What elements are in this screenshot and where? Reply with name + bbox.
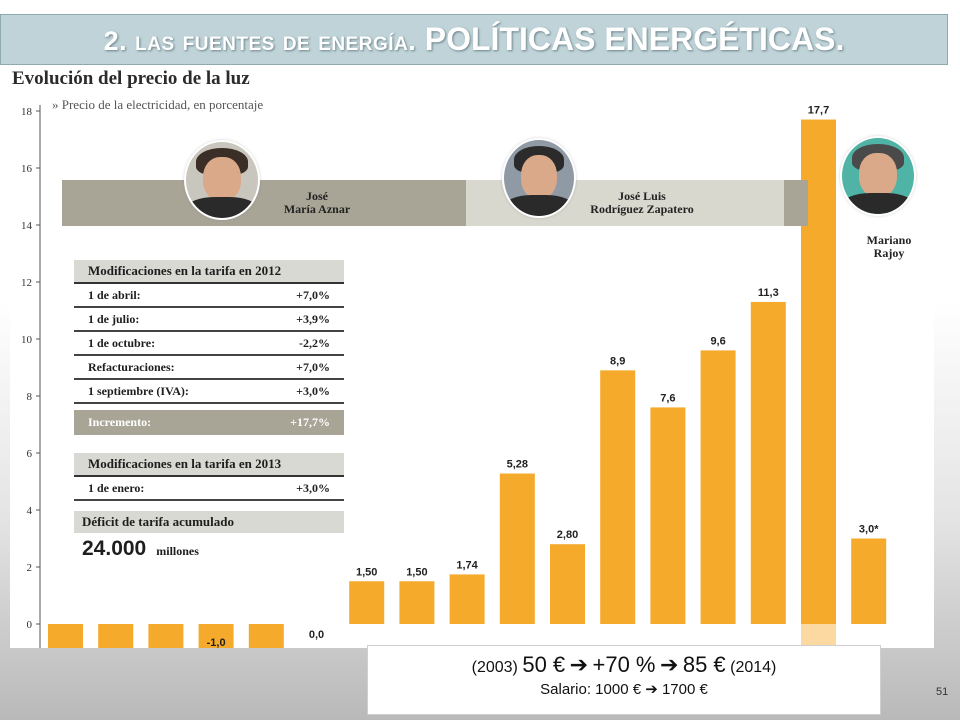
chart-canvas: 0 2 4 6 8 10 12 14 16 18 -1,0 0,0 1,50 1,50 1,74 5,28 2,… [21, 105, 887, 648]
era-band-rajoy [784, 180, 808, 226]
bar-value-label: 17,7 [808, 105, 829, 117]
arrow-icon: ➔ [659, 652, 679, 677]
slide-title-prefix: 2. las fuentes de energía. [103, 26, 417, 56]
price-summary-box: (2003) 50 € ➔ +70 % ➔ 85 € (2014) Salari… [367, 645, 881, 715]
row-label: Refacturaciones: [88, 360, 175, 374]
salary-end: 1700 € [661, 681, 708, 698]
total-label: Incremento: [88, 415, 152, 429]
bar [399, 581, 435, 624]
table-2012-header: Modificaciones en la tarifa en 2012 [74, 260, 344, 284]
bar [449, 574, 485, 624]
y-tick-label: 8 [27, 391, 33, 403]
table-row: 1 de julio: +3,9% [74, 308, 344, 332]
deficit-number: 24.000 [82, 537, 147, 560]
price-start: 50 € [522, 652, 566, 677]
table-2012-total: Incremento: +17,7% [74, 410, 344, 435]
y-tick-label: 6 [27, 448, 33, 460]
bar [198, 624, 234, 648]
row-value: +7,0% [296, 288, 330, 302]
bar [550, 544, 585, 624]
page-number: 51 [936, 686, 949, 698]
row-label: 1 de octubre: [88, 336, 156, 350]
y-tick-label: 10 [21, 334, 33, 346]
deficit-unit: millones [156, 544, 199, 558]
y-tick-label: 14 [21, 220, 33, 232]
bar [499, 473, 535, 624]
zapatero-portrait [504, 140, 574, 216]
y-tick-label: 0 [27, 619, 33, 631]
arrow-icon: ➔ [569, 652, 589, 677]
slide-title-main: POLÍTICAS ENERGÉTICAS. [424, 21, 845, 57]
y-tick-label: 4 [27, 505, 33, 517]
bar-value-label: 11,3 [758, 287, 779, 299]
bar-value-label: 3,0* [859, 524, 879, 536]
y-tick-label: 2 [27, 562, 33, 574]
bar-value-label: 1,74 [456, 559, 478, 571]
bar-value-label: -1,0 [207, 637, 226, 648]
row-value: -2,2% [299, 336, 330, 350]
table-row: 1 de octubre: -2,2% [74, 332, 344, 356]
price-chart-figure: 0 2 4 6 8 10 12 14 16 18 -1,0 0,0 1,50 1,50 1,74 5,28 2,… [10, 68, 934, 648]
chart-title: Evolución del precio de la luz [12, 68, 250, 89]
bar [48, 624, 83, 648]
deficit-header: Déficit de tarifa acumulado [74, 511, 344, 533]
row-value: +3,0% [296, 481, 330, 495]
row-label: 1 septiembre (IVA): [88, 384, 189, 398]
bar-value-label: 2,80 [557, 529, 578, 541]
table-row: 1 septiembre (IVA): +3,0% [74, 380, 344, 404]
salary-start: Salario: 1000 € [540, 681, 642, 698]
y-tick-label: 16 [21, 163, 33, 175]
bar-value-label: 5,28 [507, 459, 528, 471]
aznar-portrait [186, 142, 258, 218]
bar [148, 624, 184, 648]
row-label: 1 de enero: [88, 481, 145, 495]
row-value: +3,9% [296, 312, 330, 326]
table-row: 1 de enero: +3,0% [74, 477, 344, 501]
bar-value-label: 8,9 [610, 355, 625, 367]
era-label-rajoy: Mariano Rajoy [866, 233, 912, 260]
rajoy-portrait [842, 138, 914, 214]
slide-title: 2. las fuentes de energía. POLÍTICAS ENE… [0, 14, 948, 65]
salary-summary-line: Salario: 1000 € ➔ 1700 € [368, 680, 880, 698]
bar [700, 350, 736, 624]
y-tick-label: 12 [21, 277, 32, 289]
bar [600, 370, 636, 624]
table-2013-header: Modificaciones en la tarifa en 2013 [74, 453, 344, 477]
bar-value-label: 1,50 [406, 566, 427, 578]
table-row: 1 de abril: +7,0% [74, 284, 344, 308]
bar-value-label: 9,6 [710, 335, 725, 347]
row-label: 1 de julio: [88, 312, 140, 326]
price-end: 85 € [682, 652, 726, 677]
bar [851, 538, 887, 624]
y-tick-label: 18 [21, 106, 33, 118]
tariff-info-panel: Modificaciones en la tarifa en 2012 1 de… [74, 260, 344, 565]
arrow-icon: ➔ [645, 681, 658, 698]
table-row: Refacturaciones: +7,0% [74, 356, 344, 380]
era-label-aznar: José María Aznar [283, 189, 351, 216]
bar [650, 407, 686, 624]
row-value: +7,0% [296, 360, 330, 374]
year-end: (2014) [730, 659, 777, 676]
row-value: +3,0% [296, 384, 330, 398]
bar [248, 624, 284, 648]
price-summary-line: (2003) 50 € ➔ +70 % ➔ 85 € (2014) [368, 652, 880, 678]
bar [349, 581, 385, 624]
chart-subtitle: » Precio de la electricidad, en porcenta… [52, 97, 264, 112]
deficit-value: 24.000 millones [74, 533, 344, 565]
year-start: (2003) [471, 659, 518, 676]
increase-value: +70 % [592, 652, 656, 677]
bar [750, 301, 786, 624]
bar-value-label: 1,50 [356, 566, 377, 578]
era-label-zapatero: José Luis Rodríguez Zapatero [590, 189, 694, 216]
era-band-aznar [62, 180, 466, 226]
bar-value-label: 7,6 [660, 392, 675, 404]
total-value: +17,7% [290, 415, 330, 429]
row-label: 1 de abril: [88, 288, 141, 302]
bar-value-label: 0,0 [309, 629, 324, 641]
bar [98, 624, 134, 648]
